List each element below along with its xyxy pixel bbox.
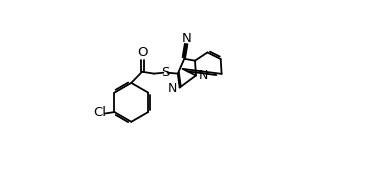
Text: Cl: Cl [93, 106, 106, 119]
Text: N: N [167, 82, 177, 95]
Text: S: S [161, 66, 169, 79]
Text: N: N [182, 32, 191, 45]
Text: N: N [199, 69, 208, 82]
Text: O: O [137, 46, 147, 59]
